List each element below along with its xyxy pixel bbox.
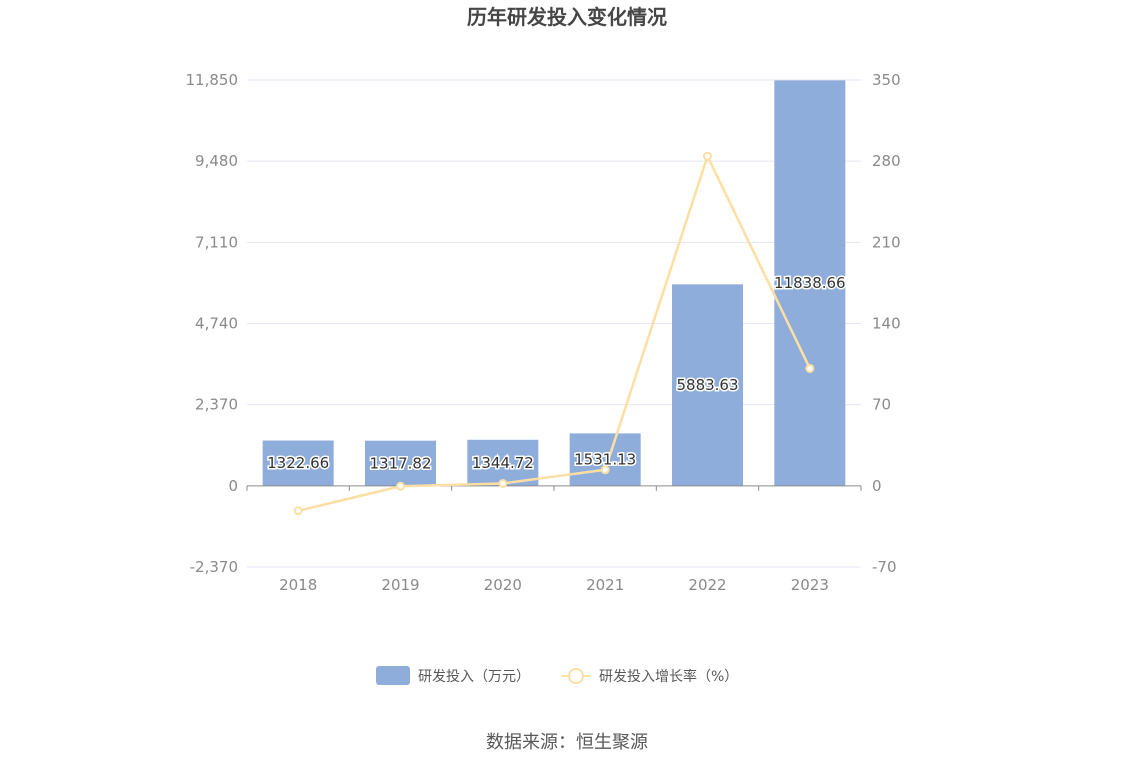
bar-labels: 1322.66 1317.82 1344.72 1531.13 5883.63 11838… xyxy=(266,273,847,474)
x-tick-label: 2023 xyxy=(791,576,829,594)
bar xyxy=(262,440,334,486)
y-left-tick-label: 11,850 xyxy=(186,71,239,89)
bar xyxy=(774,80,846,486)
data-source: 数据来源：恒生聚源 xyxy=(486,732,648,753)
y-right-tick-label: 70 xyxy=(872,396,891,414)
y-right-tick-label: -70 xyxy=(872,558,897,576)
y-right-tick-label: 280 xyxy=(872,152,901,170)
bar-data-label: 11838.66 xyxy=(774,274,846,292)
grid-lines xyxy=(247,79,861,568)
legend-item-line[interactable]: 研发投入增长率（%） xyxy=(562,668,738,685)
axes: 11,850 9,480 7,110 4,740 2,370 0 -2,370 350 280 2… xyxy=(186,71,901,594)
bar xyxy=(467,439,539,486)
bar xyxy=(569,433,641,486)
y-right-tick-label: 0 xyxy=(872,477,882,495)
y-left-tick-label: 7,110 xyxy=(195,233,238,251)
line-point xyxy=(498,478,508,488)
legend-item-bar[interactable]: 研发投入（万元） xyxy=(376,666,530,685)
x-tick-label: 2021 xyxy=(586,576,624,594)
y-left-tick-label: 2,370 xyxy=(195,396,238,414)
x-tick-label: 2020 xyxy=(484,576,522,594)
y-left-tick-label: -2,370 xyxy=(190,558,238,576)
legend-bar-swatch xyxy=(376,666,410,685)
line-series xyxy=(293,151,815,516)
y-right-tick-label: 140 xyxy=(872,315,901,333)
bar xyxy=(365,440,436,486)
chart-title: 历年研发投入变化情况 xyxy=(467,5,667,29)
bar-data-label: 1344.72 xyxy=(472,454,534,472)
legend-line-label: 研发投入增长率（%） xyxy=(599,668,738,685)
bar-data-label: 1317.82 xyxy=(369,454,431,472)
bar-data-label: 1322.66 xyxy=(267,454,329,472)
x-tick-label: 2019 xyxy=(381,576,419,594)
line-point xyxy=(805,363,815,373)
y-left-tick-label: 9,480 xyxy=(195,152,238,170)
bar-data-label: 1531.13 xyxy=(574,451,636,469)
line-point xyxy=(703,151,712,161)
bar xyxy=(672,284,743,486)
legend: 研发投入（万元） 研发投入增长率（%） xyxy=(376,666,738,685)
line-point xyxy=(600,465,610,475)
y-right-tick-label: 210 xyxy=(872,233,901,251)
y-right-tick-label: 350 xyxy=(872,71,901,89)
y-left-tick-label: 0 xyxy=(228,477,238,495)
x-tick-label: 2022 xyxy=(688,576,726,594)
x-tick-label: 2018 xyxy=(279,576,317,594)
line-point xyxy=(293,506,303,516)
y-left-tick-label: 4,740 xyxy=(195,315,238,333)
line-point xyxy=(396,481,405,491)
growth-line xyxy=(297,152,811,512)
legend-bar-label: 研发投入（万元） xyxy=(418,669,530,685)
legend-line-marker xyxy=(568,668,584,684)
bar-series xyxy=(262,80,846,486)
bar-data-label: 5883.63 xyxy=(676,376,738,394)
